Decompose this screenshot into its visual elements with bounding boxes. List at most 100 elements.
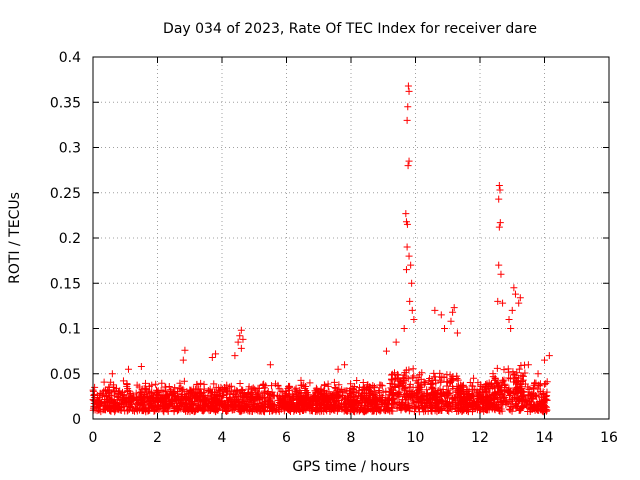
data-point [371,402,379,410]
data-point [149,391,157,399]
data-point [433,397,441,405]
data-point [421,379,429,387]
x-tick-label: 2 [153,430,162,446]
data-point [341,361,349,369]
data-point [288,394,296,402]
data-point [301,383,309,391]
data-point [303,389,311,397]
data-point [212,350,220,358]
data-point [499,299,507,307]
data-point [248,395,256,403]
data-point [418,388,426,396]
data-point [265,395,273,403]
data-point [184,407,192,415]
data-point [312,384,320,392]
data-point [464,392,472,400]
data-point [237,344,245,352]
data-point [197,379,205,387]
data-point [207,400,215,408]
data-point [324,380,332,388]
data-point [376,393,384,401]
data-point [408,306,416,314]
data-point [210,380,218,388]
data-point [177,392,185,400]
data-point [120,403,128,411]
data-point [382,347,390,355]
y-tick-label: 0.15 [50,276,81,292]
data-point [154,388,161,396]
data-point [119,377,127,385]
data-point [227,382,235,390]
data-point [181,390,189,398]
data-point [498,397,506,405]
data-point [406,380,414,388]
data-point [190,408,198,416]
data-point [398,399,406,407]
data-point [314,405,322,413]
data-point [194,401,202,409]
y-tick-label: 0.4 [59,50,81,66]
data-point [355,389,363,397]
data-point [100,378,108,386]
data-point [448,375,456,383]
data-point [497,270,505,278]
data-point [519,404,527,412]
data-point [353,377,361,385]
data-point [120,392,128,400]
data-point [119,393,127,401]
data-point [434,387,442,395]
data-point [355,384,363,392]
data-point [330,406,338,414]
data-point [133,405,141,413]
data-point [529,384,537,392]
data-point [506,375,514,383]
data-point [313,400,321,408]
data-point [493,380,501,388]
data-point [176,379,184,387]
data-point [499,400,507,408]
data-point [143,389,151,397]
data-point [368,401,376,409]
data-point [485,394,493,402]
data-point [488,403,496,411]
data-point [441,325,449,332]
data-point [163,390,171,398]
data-point [166,386,174,394]
data-point [464,404,472,412]
data-point [235,399,243,407]
data-point [333,386,341,394]
data-point [417,399,425,407]
data-point [165,382,173,390]
data-point [236,332,244,340]
data-point [224,397,232,405]
x-tick-label: 14 [536,430,554,446]
data-point [509,395,517,403]
data-point [505,374,513,382]
data-point [321,382,329,390]
y-axis-label: ROTI / TECUs [7,192,23,284]
data-point [106,404,114,412]
data-point [455,394,463,402]
data-point [414,374,422,382]
data-point [136,389,144,397]
data-point [393,404,401,412]
y-tick-label: 0.35 [50,95,81,111]
data-point [324,393,332,401]
data-point [447,317,455,325]
data-point [351,383,359,391]
x-tick-label: 8 [347,430,356,446]
data-point [540,398,548,406]
data-point [400,325,408,332]
data-point [450,304,458,312]
plot-frame [92,56,610,420]
data-point [124,365,132,373]
data-point [231,386,239,394]
data-point [186,386,194,394]
data-point [381,407,389,415]
data-point [453,384,461,392]
data-point [298,397,306,405]
data-point [153,398,161,406]
data-point [480,400,488,408]
data-point [508,306,516,314]
data-point [256,396,264,404]
